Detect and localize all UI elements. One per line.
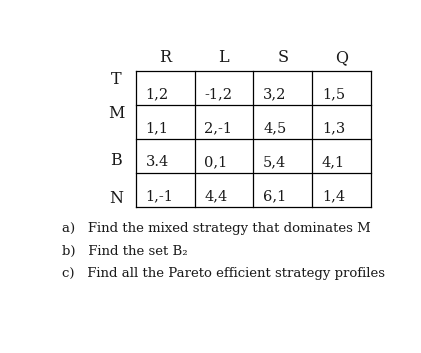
Text: 6,1: 6,1 bbox=[263, 189, 286, 203]
Text: N: N bbox=[109, 190, 123, 207]
Text: L: L bbox=[218, 49, 229, 66]
Text: 1,5: 1,5 bbox=[322, 87, 345, 101]
Text: 4,5: 4,5 bbox=[263, 121, 286, 135]
Text: a)   Find the mixed strategy that dominates M: a) Find the mixed strategy that dominate… bbox=[62, 222, 371, 235]
Text: 3.4: 3.4 bbox=[146, 155, 169, 169]
Text: 1,1: 1,1 bbox=[146, 121, 169, 135]
Text: 5,4: 5,4 bbox=[263, 155, 286, 169]
Text: 1,2: 1,2 bbox=[146, 87, 169, 101]
Text: R: R bbox=[159, 49, 171, 66]
Text: b)   Find the set B₂: b) Find the set B₂ bbox=[62, 245, 188, 258]
Text: 2,-1: 2,-1 bbox=[204, 121, 232, 135]
Text: 1,3: 1,3 bbox=[322, 121, 345, 135]
Text: T: T bbox=[111, 71, 122, 88]
Text: S: S bbox=[277, 49, 288, 66]
Text: 1,4: 1,4 bbox=[322, 189, 345, 203]
Text: 0,1: 0,1 bbox=[204, 155, 228, 169]
Text: 4,4: 4,4 bbox=[204, 189, 228, 203]
Text: 1,-1: 1,-1 bbox=[146, 189, 173, 203]
Text: M: M bbox=[108, 105, 125, 122]
Text: B: B bbox=[110, 152, 122, 169]
Text: 3,2: 3,2 bbox=[263, 87, 286, 101]
Text: Q: Q bbox=[335, 49, 348, 66]
Text: -1,2: -1,2 bbox=[204, 87, 232, 101]
Text: 4,1: 4,1 bbox=[322, 155, 345, 169]
Text: c)   Find all the Pareto efficient strategy profiles: c) Find all the Pareto efficient strateg… bbox=[62, 267, 385, 280]
